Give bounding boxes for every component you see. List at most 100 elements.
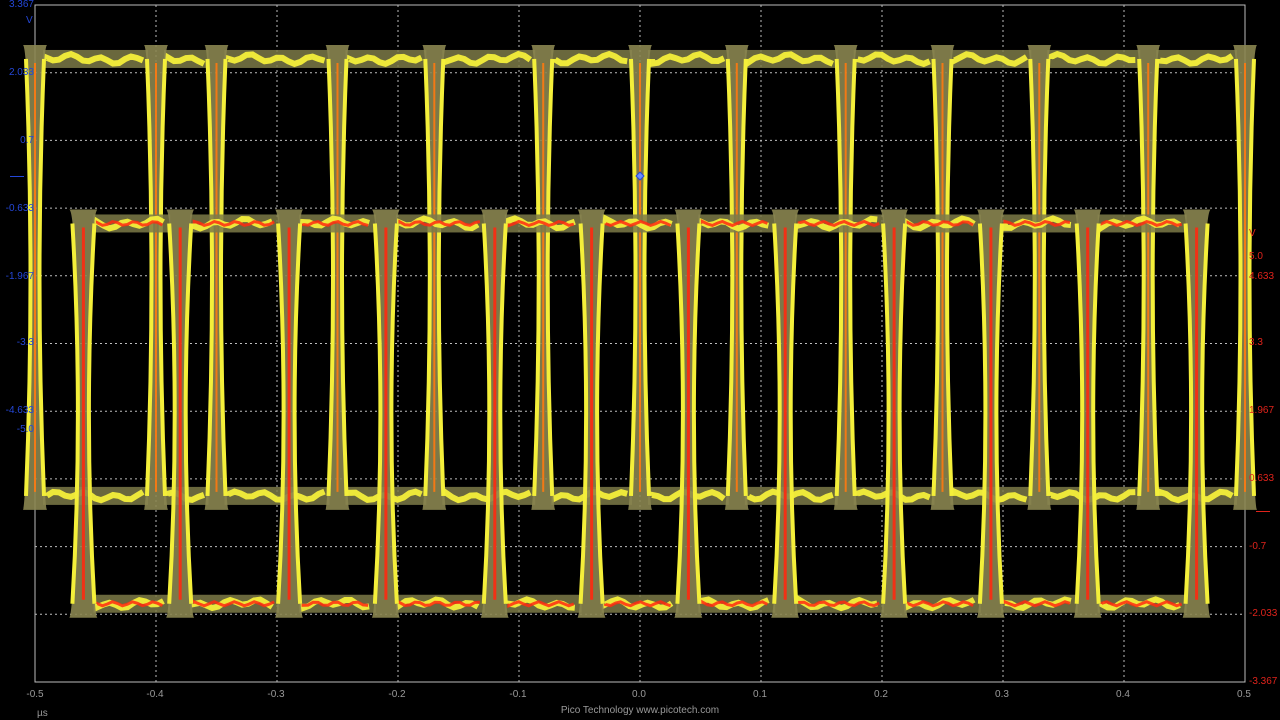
edge-trace [977,223,988,604]
trigger-marker[interactable] [635,171,645,181]
x-tick: 0.1 [753,689,767,700]
waveform-hot-rail [95,220,164,227]
x-tick: 0.3 [995,689,1009,700]
edge-trace [1200,223,1210,604]
edge-trace [578,223,589,604]
edge-trace [642,58,651,496]
x-axis-unit: µs [37,708,48,719]
edge-trace [86,223,97,604]
waveform-hot-rail [604,600,672,608]
edge-trace [70,223,80,604]
waveform-rail [44,50,145,67]
edge-trace [1074,223,1085,604]
channel-a-waveform [23,44,1257,510]
channel-a-tick: -4.633 [5,405,34,416]
edge-trace [205,58,214,496]
channel-b-tick: -2.033 [1249,608,1278,619]
waveform-hot-rail [797,219,880,228]
edge-trace [326,58,335,496]
x-tick: 0.4 [1116,689,1130,700]
channel-b-waveform [69,209,1211,618]
waveform-hot-rail [192,599,275,608]
channel-a-tick: -3.3 [16,337,34,348]
edge-trace [292,223,303,604]
edge-trace [545,58,555,496]
edge-trace [772,223,782,604]
waveform-rail [443,487,532,504]
waveform-hot-rail [700,599,769,608]
waveform-rail [44,488,145,504]
edge-trace [276,223,286,604]
persistence-rail [1156,49,1237,68]
channel-b-tick: 3.3 [1249,337,1263,348]
edge-trace [629,58,638,496]
edge-trace [24,58,33,496]
edge-trace [1234,58,1243,496]
channel-b-tick: -0.7 [1249,541,1267,552]
waveform-rail [854,51,931,68]
channel-a-unit: V [26,15,33,26]
waveform-hot-rail [1003,599,1071,608]
edge-trace [595,223,605,604]
edge-trace [389,223,399,604]
channel-b-offset-marker[interactable] [1256,511,1270,512]
edge-trace [1183,223,1194,604]
footer-credit: Pico Technology www.picotech.com [560,705,720,716]
waveform-hot-rail [301,600,369,607]
waveform-rail [443,50,532,67]
x-tick: 0.0 [632,689,646,700]
waveform-rail [951,51,1029,67]
edge-trace [145,58,154,496]
edge-trace [37,58,46,496]
waveform-rail [225,51,326,68]
waveform-rail [165,52,206,67]
edge-trace [691,223,702,604]
channel-a-offset-marker[interactable] [10,176,24,177]
edge-trace [219,58,228,496]
edge-trace [423,58,432,496]
edge-trace [881,223,891,604]
edge-trace [167,223,177,604]
x-tick: -0.5 [26,689,44,700]
waveform-hot-rail [95,600,164,608]
waveform-rail [552,50,628,67]
waveform-hot-rail [906,600,974,608]
edge-trace [1150,58,1160,496]
edge-trace [945,58,954,496]
edge-trace [931,58,940,496]
x-tick: -0.4 [146,689,164,700]
channel-b-tick: -3.367 [1249,676,1278,687]
channel-b-tick: 5.0 [1249,251,1263,262]
waveform-hot-rail [507,600,575,609]
edge-trace [532,58,541,496]
waveform-hot-rail [906,220,974,227]
waveform-rail [602,596,674,611]
waveform-rail [225,488,326,503]
edge-trace [340,58,349,496]
edge-trace [158,58,167,496]
edge-trace [183,223,194,604]
edge-trace [788,223,799,604]
x-tick: 0.5 [1237,689,1251,700]
waveform-hot-rail [301,219,369,227]
channel-a-tick: -0.633 [5,203,34,214]
trigger-diamond[interactable] [635,171,645,181]
persistence-rail [744,49,838,68]
waveform-rail [745,51,834,68]
edge-trace [498,223,508,604]
edge-trace [848,58,857,496]
waveform-rail [191,216,274,232]
channel-b-tick: 4.633 [1249,271,1275,282]
edge-trace [897,223,908,604]
edge-trace [834,58,844,496]
channel-a-tick: 2.033 [8,67,34,78]
waveform-hot-rail [700,219,768,228]
waveform-rail [346,53,423,68]
waveform-hot-rail [1100,600,1183,608]
edge-trace [739,58,748,496]
waveform-hot-rail [398,219,481,227]
channel-a-tick: -5.0 [16,424,34,435]
edge-trace [436,58,446,496]
edge-trace [1091,223,1101,604]
